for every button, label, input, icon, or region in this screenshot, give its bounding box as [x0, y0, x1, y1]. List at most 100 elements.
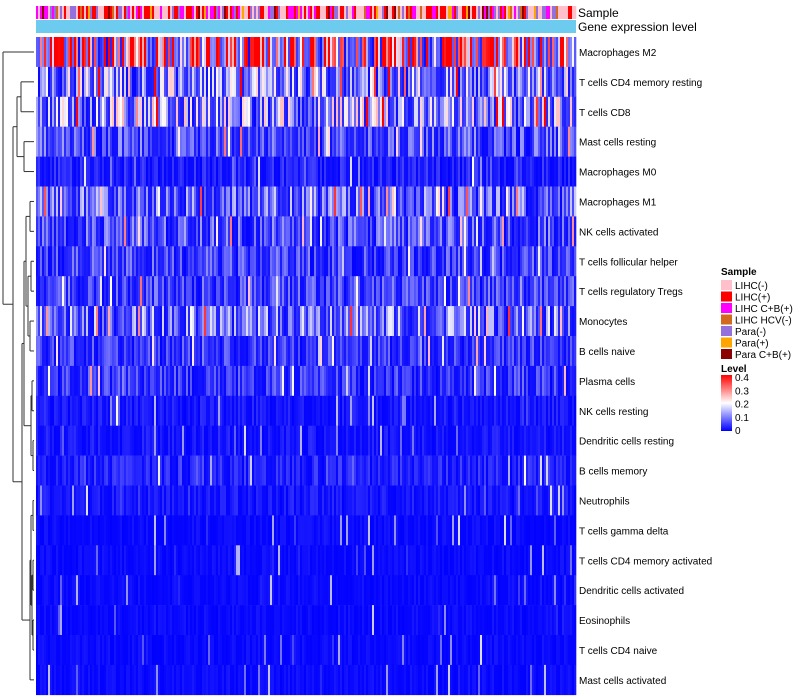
- heatmap-cell: [456, 515, 459, 546]
- heatmap-cell: [482, 156, 485, 187]
- heatmap-cell: [392, 276, 395, 307]
- heatmap-row: [36, 186, 577, 217]
- heatmap-cell: [164, 365, 167, 397]
- heatmap-cell: [92, 246, 95, 277]
- heatmap-cell: [484, 336, 487, 367]
- sample-annotation-cell: [528, 6, 531, 19]
- heatmap-cell: [134, 66, 137, 98]
- heatmap-cell: [550, 96, 553, 127]
- heatmap-cell: [464, 246, 467, 277]
- heatmap-cell: [380, 96, 383, 127]
- heatmap-cell: [480, 276, 483, 307]
- sample-annotation-cell: [262, 6, 265, 19]
- heatmap-cell: [134, 276, 137, 307]
- heatmap-cell: [450, 515, 453, 546]
- heatmap-cell: [454, 96, 457, 127]
- heatmap-cell: [418, 485, 421, 516]
- heatmap-cell: [292, 395, 295, 426]
- heatmap-cell: [318, 96, 321, 127]
- heatmap-cell: [562, 37, 565, 68]
- heatmap-cell: [328, 515, 331, 546]
- heatmap-cell: [218, 216, 221, 247]
- heatmap-cell: [282, 96, 285, 127]
- heatmap-cell: [68, 126, 71, 157]
- heatmap-cell: [178, 306, 181, 337]
- heatmap-cell: [240, 66, 243, 98]
- heatmap-cell: [342, 425, 345, 456]
- heatmap-cell: [566, 515, 569, 546]
- heatmap-cell: [114, 276, 117, 307]
- heatmap-cell: [94, 66, 97, 98]
- heatmap-cell: [384, 186, 387, 217]
- heatmap-cell: [94, 485, 97, 516]
- heatmap-cell: [400, 126, 403, 157]
- heatmap-cell: [400, 425, 403, 456]
- heatmap-cell: [492, 425, 495, 456]
- heatmap-cell: [404, 246, 407, 277]
- heatmap-cell: [242, 515, 245, 546]
- sample-annotation-cell: [440, 6, 443, 19]
- heatmap-cell: [126, 306, 129, 337]
- heatmap-cell: [464, 515, 467, 546]
- sample-annotation-cell: [226, 6, 229, 19]
- heatmap-cell: [514, 365, 517, 397]
- heatmap-cell: [154, 276, 157, 307]
- heatmap-cell: [60, 156, 63, 187]
- heatmap-cell: [188, 425, 191, 456]
- heatmap-cell: [482, 395, 485, 426]
- heatmap-cell: [260, 306, 263, 337]
- heatmap-cell: [252, 276, 255, 307]
- heatmap-cell: [284, 515, 287, 546]
- sample-annotation-cell: [286, 6, 289, 19]
- heatmap-cell: [118, 156, 121, 187]
- heatmap-row: [36, 515, 577, 546]
- heatmap-cell: [398, 96, 401, 127]
- heatmap-cell: [48, 66, 51, 98]
- heatmap-cell: [372, 336, 375, 367]
- heatmap-cell: [420, 126, 423, 157]
- heatmap-cell: [492, 96, 495, 127]
- heatmap-cell: [200, 395, 203, 426]
- heatmap-cell: [374, 246, 377, 277]
- heatmap-cell: [326, 276, 329, 307]
- heatmap-cell: [166, 186, 169, 217]
- heatmap-cell: [574, 96, 577, 127]
- heatmap-cell: [176, 186, 179, 217]
- heatmap-cell: [534, 455, 537, 486]
- sample-annotation-cell: [162, 6, 165, 19]
- heatmap-cell: [150, 126, 153, 157]
- heatmap-cell: [412, 37, 415, 68]
- heatmap-cell: [522, 37, 525, 68]
- heatmap-cell: [310, 276, 313, 307]
- heatmap-cell: [240, 485, 243, 516]
- heatmap-cell: [356, 246, 359, 277]
- heatmap-cell: [442, 306, 445, 337]
- heatmap-cell: [312, 126, 315, 157]
- heatmap-cell: [520, 395, 523, 426]
- heatmap-cell: [562, 96, 565, 127]
- heatmap-cell: [380, 395, 383, 426]
- heatmap-cell: [532, 37, 535, 68]
- heatmap-cell: [248, 96, 251, 127]
- heatmap-cell: [130, 216, 133, 247]
- heatmap-cell: [546, 126, 549, 157]
- heatmap-cell: [332, 455, 335, 486]
- heatmap-cell: [294, 216, 297, 247]
- heatmap-cell: [344, 156, 347, 187]
- heatmap-cell: [488, 485, 491, 516]
- heatmap-cell: [222, 276, 225, 307]
- heatmap-cell: [496, 455, 499, 486]
- heatmap-cell: [278, 96, 281, 127]
- heatmap-cell: [108, 216, 111, 247]
- heatmap-cell: [104, 246, 107, 277]
- sample-annotation-cell: [128, 6, 131, 19]
- heatmap-cell: [556, 395, 559, 426]
- heatmap-cell: [290, 395, 293, 426]
- heatmap-cell: [338, 37, 341, 68]
- heatmap-cell: [292, 455, 295, 486]
- heatmap-cell: [334, 455, 337, 486]
- heatmap-cell: [42, 66, 45, 98]
- heatmap-cell: [482, 365, 485, 397]
- heatmap-cell: [566, 306, 569, 337]
- heatmap-cell: [36, 276, 39, 307]
